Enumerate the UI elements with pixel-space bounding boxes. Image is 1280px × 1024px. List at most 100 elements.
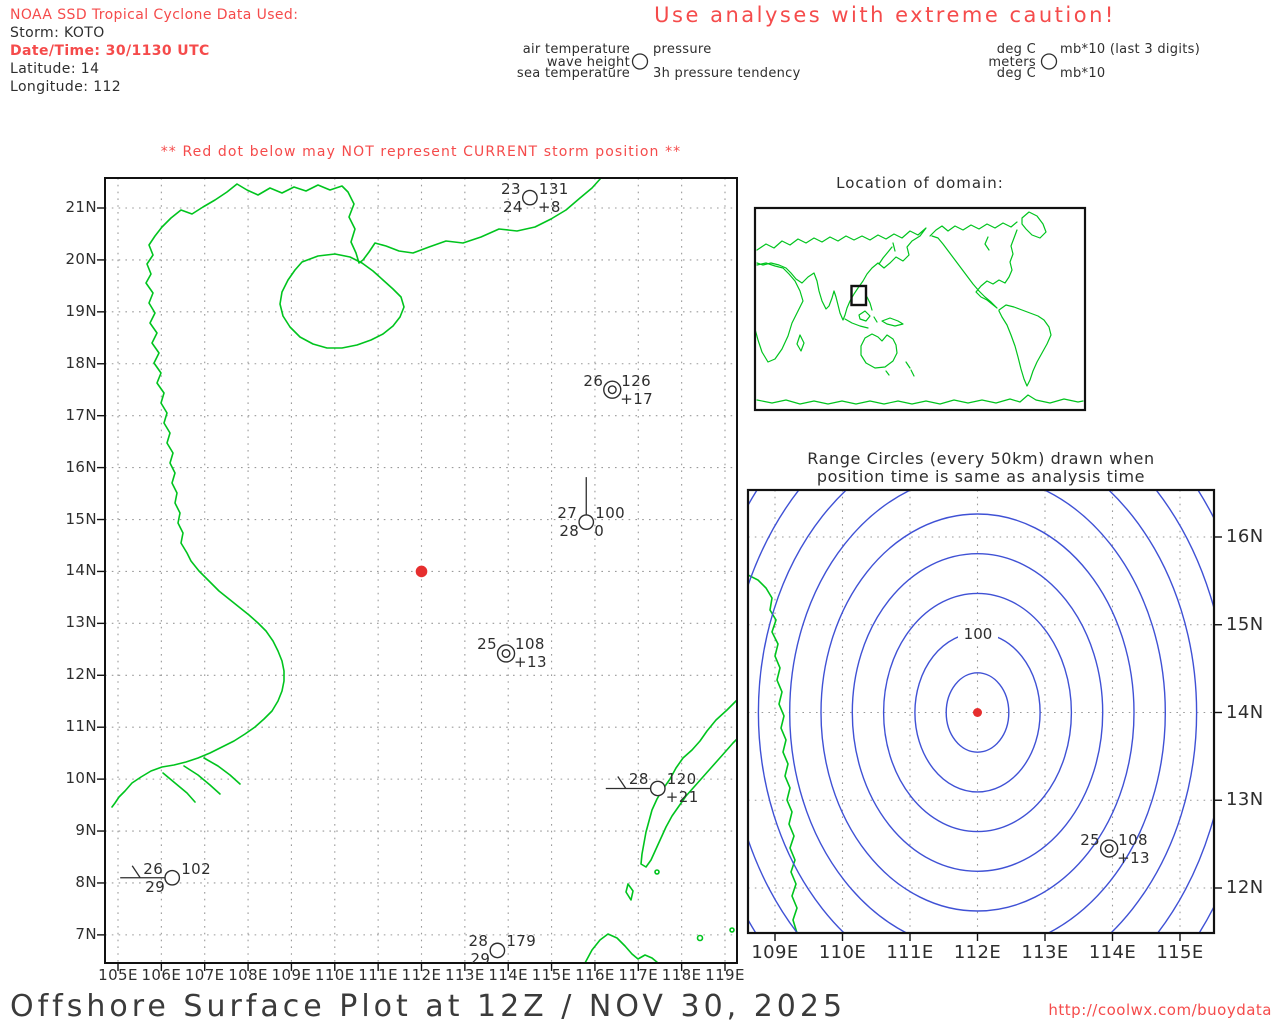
range-x-label: 110E (818, 942, 867, 963)
main-x-label: 107E (184, 966, 225, 984)
station-wind-barb (617, 776, 627, 789)
coastline-mekong-delta-2 (183, 765, 221, 795)
station-sea-temperature: 24 (503, 197, 523, 216)
main-x-label: 114E (488, 966, 529, 984)
coastline-mekong-delta-1 (203, 757, 241, 785)
coastline-borneo (584, 933, 659, 964)
range-circle-50km (945, 672, 1010, 753)
coastline-south-america (998, 304, 1052, 387)
storm-name: Storm: KOTO (10, 25, 105, 41)
main-y-label: 15N (65, 509, 97, 528)
coastline-sulawesi (873, 316, 878, 323)
main-y-label: 7N (75, 924, 97, 943)
main-map-stations (120, 189, 666, 959)
main-x-label: 108E (228, 966, 268, 984)
range-y-label: 13N (1226, 789, 1264, 811)
station-pressure: 100 (595, 504, 626, 523)
legend-wave-height: wave height (546, 55, 630, 70)
main-y-label: 11N (65, 717, 97, 736)
station-air-temperature: 26 (143, 859, 164, 878)
main-y-label: 14N (65, 561, 97, 580)
storm-latitude: Latitude: 14 (10, 61, 100, 77)
range-map-grid (748, 490, 1222, 941)
station-pressure: 102 (181, 859, 212, 878)
range-x-label: 113E (1021, 942, 1069, 963)
coastline-islet-2 (654, 869, 660, 875)
noaa-data-line: NOAA SSD Tropical Cyclone Data Used: (10, 7, 299, 23)
coastline-antarctica (756, 394, 1084, 405)
legend-unit-meters: meters (988, 55, 1036, 70)
main-map-border (104, 177, 738, 964)
inset-map-title: Location of domain: (836, 174, 1004, 192)
coastline-eurasia (756, 227, 927, 321)
main-y-label: 16N (65, 457, 97, 476)
coastline-new-zealand (905, 361, 915, 377)
station-pressure: 131 (538, 179, 569, 198)
storm-position-warning: ** Red dot below may NOT represent CURRE… (160, 144, 682, 160)
range-y-label: 12N (1226, 877, 1264, 898)
main-x-label: 118E (661, 966, 702, 984)
main-x-label: 105E (98, 966, 138, 984)
station-wind-barb (131, 865, 141, 879)
coastline-palawan (640, 699, 738, 868)
coastline-australia (860, 333, 898, 369)
station-pressure-tendency: +13 (514, 653, 547, 672)
main-map-coastlines (111, 177, 738, 964)
legend-pressure: pressure (653, 42, 712, 57)
station-air-temperature: 25 (477, 635, 498, 654)
range-x-label: 111E (886, 942, 934, 963)
main-y-label: 21N (65, 198, 97, 216)
main-y-label: 19N (65, 301, 97, 320)
station-air-temperature: 23 (501, 179, 521, 198)
legend-station-circle-right (1040, 53, 1058, 70)
range-map-stations (973, 708, 1119, 858)
range-circle-350km (757, 490, 1198, 933)
station-sea-temperature: 29 (145, 877, 166, 896)
coastline-borneo-inset (858, 310, 871, 322)
main-y-label: 18N (65, 353, 97, 372)
coastline-islet-1 (625, 883, 634, 901)
coastline-greenland (1021, 211, 1047, 239)
legend-unit-degc-bottom: deg C (996, 66, 1036, 81)
station-pressure-tendency: +17 (620, 389, 654, 408)
coastline-north-america (929, 221, 1018, 309)
range-map-title-line1: Range Circles (every 50km) drawn when (807, 449, 1155, 468)
coastline-sakhalin (892, 242, 896, 252)
main-y-label: 13N (65, 613, 97, 632)
station-pressure-tendency: 0 (594, 522, 605, 541)
range-circle-300km (789, 490, 1166, 933)
main-map-station-text-layer: 23 131 24 +8 26 126 +17 27 100 28 0 25 108 +13 28 120 +2… (105, 178, 737, 963)
range-map-border (746, 488, 1216, 935)
storm-datetime: Date/Time: 30/1130 UTC (10, 43, 210, 59)
range-x-label: 114E (1088, 942, 1137, 963)
range-contour-label: 100 (958, 625, 998, 643)
station-circle-inner (1104, 844, 1114, 854)
station-air-temperature: 25 (1080, 830, 1101, 849)
main-x-label: 113E (444, 966, 485, 984)
caution-title: Use analyses with extreme caution! (654, 3, 1116, 27)
coastline-africa (754, 262, 804, 363)
coastline-hainan-island (279, 253, 405, 349)
main-y-label: 12N (65, 665, 97, 684)
legend-pressure-tendency: 3h pressure tendency (653, 66, 801, 81)
coastline-tasmania (885, 370, 890, 376)
range-y-label: 15N (1226, 613, 1264, 635)
range-circle-200km (851, 553, 1104, 873)
world-map-coastlines (754, 211, 1084, 405)
legend-unit-degc-top: deg C (996, 42, 1036, 57)
legend-sea-temperature: sea temperature (516, 66, 630, 81)
main-x-label: 106E (141, 966, 182, 984)
range-map-station-text-layer: 25 108 +13 (748, 490, 1214, 933)
main-x-label: 115E (531, 966, 572, 984)
station-circle-inner (501, 648, 511, 658)
main-x-label: 112E (401, 966, 442, 984)
coastline-new-guinea (881, 317, 904, 327)
source-url-link[interactable]: http://coolwx.com/buoydata (1048, 1001, 1272, 1019)
main-x-label: 109E (271, 966, 312, 984)
range-circle-150km (882, 592, 1073, 833)
coastline-islet-4 (729, 927, 735, 933)
station-pressure: 179 (506, 932, 537, 951)
station-pressure: 108 (515, 635, 545, 654)
coastline-philippines (866, 296, 873, 311)
station-sea-temperature: 28 (559, 522, 580, 541)
